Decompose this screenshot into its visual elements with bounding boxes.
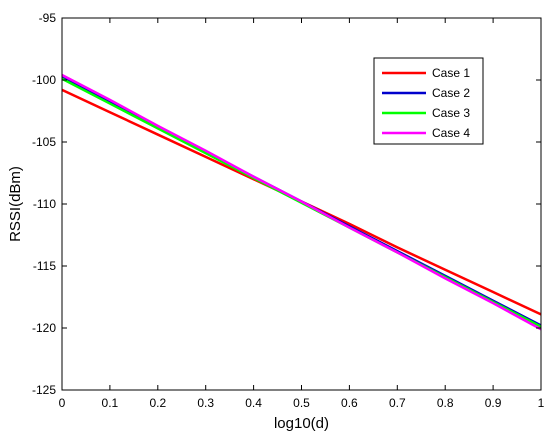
x-tick-label: 0.6	[341, 396, 358, 410]
legend-label-case-3: Case 3	[432, 106, 470, 120]
legend-label-case-4: Case 4	[432, 126, 470, 140]
x-tick-label: 0.1	[102, 396, 119, 410]
x-tick-label: 0.5	[293, 396, 310, 410]
y-tick-label: -100	[32, 73, 56, 87]
legend-label-case-1: Case 1	[432, 66, 470, 80]
series-layer	[61, 73, 542, 331]
x-tick-label: 1	[538, 396, 545, 410]
y-tick-label: -105	[32, 135, 56, 149]
legend-label-case-2: Case 2	[432, 86, 470, 100]
x-axis-ticks: 0 0.1 0.2 0.3 0.4 0.5 0.6 0.7 0.8 0.9 1	[59, 18, 545, 410]
y-axis-ticks: -95 -100 -105 -110 -115 -120 -125	[32, 11, 541, 397]
y-tick-label: -110	[33, 197, 56, 211]
x-tick-label: 0	[59, 396, 66, 410]
series-line-case-4	[61, 73, 542, 331]
y-tick-label: -95	[39, 11, 57, 25]
y-axis-label: RSSI(dBm)	[7, 166, 24, 242]
x-tick-label: 0.2	[149, 396, 166, 410]
x-tick-label: 0.4	[245, 396, 262, 410]
legend: Case 1 Case 2 Case 3 Case 4	[373, 57, 484, 145]
y-tick-label: -125	[32, 383, 56, 397]
x-tick-label: 0.8	[437, 396, 454, 410]
x-tick-label: 0.3	[197, 396, 214, 410]
x-tick-label: 0.7	[389, 396, 406, 410]
x-tick-label: 0.9	[485, 396, 502, 410]
y-tick-label: -115	[33, 259, 56, 273]
x-axis-label: log10(d)	[274, 415, 329, 432]
y-tick-label: -120	[32, 321, 56, 335]
